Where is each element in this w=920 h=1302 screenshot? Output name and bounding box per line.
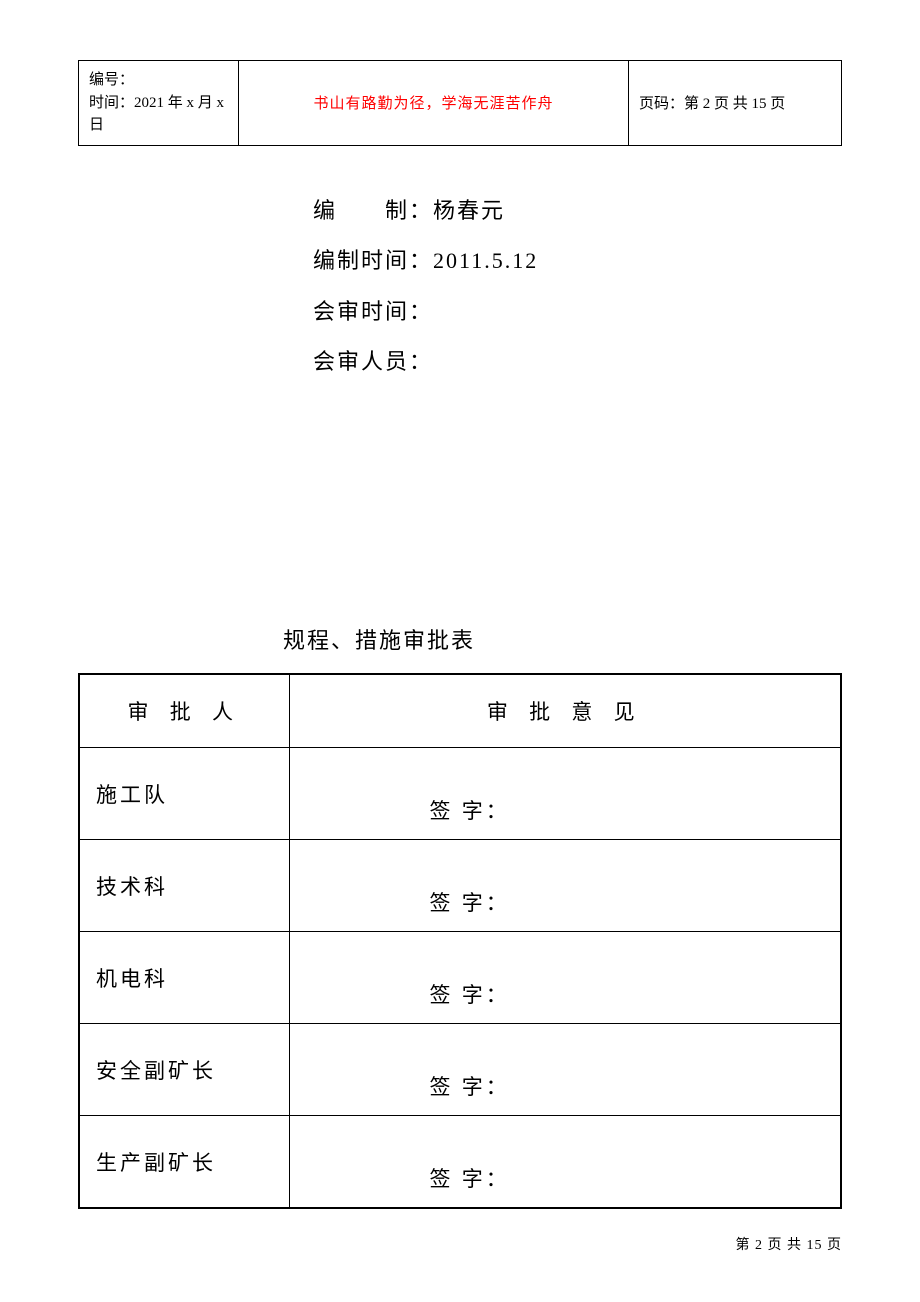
header-center-cell: 书山有路勤为径，学海无涯苦作舟 (239, 61, 629, 146)
table-row: 生产副矿长 签 字： (79, 1116, 841, 1208)
approver-cell: 安全副矿长 (79, 1024, 289, 1116)
approval-table-title: 规程、措施审批表 (223, 623, 842, 655)
header-serial-label: 编号： (89, 69, 228, 92)
header-right-cell: 页码：第 2 页 共 15 页 (629, 61, 842, 146)
column-header-approver: 审 批 人 (79, 674, 289, 748)
review-time-label: 会审时间： (313, 287, 433, 338)
opinion-cell: 签 字： (289, 840, 841, 932)
compiler-row: 编 制： 杨春元 (313, 186, 842, 237)
table-row: 安全副矿长 签 字： (79, 1024, 841, 1116)
reviewers-label: 会审人员： (313, 337, 433, 388)
compiler-value: 杨春元 (433, 186, 505, 237)
opinion-cell: 签 字： (289, 1116, 841, 1208)
compile-time-label: 编制时间： (313, 236, 433, 287)
header-page-code: 页码：第 2 页 共 15 页 (639, 96, 785, 112)
opinion-cell: 签 字： (289, 932, 841, 1024)
header-motto: 书山有路勤为径，学海无涯苦作舟 (313, 96, 553, 112)
reviewers-row: 会审人员： (313, 337, 842, 388)
signature-label: 签 字： (430, 799, 510, 823)
header-left-cell: 编号： 时间：2021 年 x 月 x 日 (79, 61, 239, 146)
table-row: 施工队 签 字： (79, 748, 841, 840)
opinion-cell: 签 字： (289, 748, 841, 840)
page-footer: 第 2 页 共 15 页 (736, 1234, 843, 1254)
page-container: 编号： 时间：2021 年 x 月 x 日 书山有路勤为径，学海无涯苦作舟 页码… (0, 0, 920, 1249)
header-time-label: 时间：2021 年 x 月 x 日 (89, 92, 228, 137)
compile-time-value: 2011.5.12 (433, 236, 538, 287)
approver-cell: 机电科 (79, 932, 289, 1024)
signature-label: 签 字： (430, 983, 510, 1007)
review-time-row: 会审时间： (313, 287, 842, 338)
opinion-cell: 签 字： (289, 1024, 841, 1116)
column-header-opinion: 审 批 意 见 (289, 674, 841, 748)
approver-cell: 技术科 (79, 840, 289, 932)
signature-label: 签 字： (430, 1075, 510, 1099)
compile-time-row: 编制时间： 2011.5.12 (313, 236, 842, 287)
signature-label: 签 字： (430, 1167, 510, 1191)
page-header-table: 编号： 时间：2021 年 x 月 x 日 书山有路勤为径，学海无涯苦作舟 页码… (78, 60, 842, 146)
approver-cell: 生产副矿长 (79, 1116, 289, 1208)
approver-cell: 施工队 (79, 748, 289, 840)
approval-table: 审 批 人 审 批 意 见 施工队 签 字： 技术科 签 字： 机电科 (78, 673, 842, 1209)
document-info-section: 编 制： 杨春元 编制时间： 2011.5.12 会审时间： 会审人员： (313, 186, 842, 388)
signature-label: 签 字： (430, 891, 510, 915)
table-row: 机电科 签 字： (79, 932, 841, 1024)
approval-table-header-row: 审 批 人 审 批 意 见 (79, 674, 841, 748)
table-row: 技术科 签 字： (79, 840, 841, 932)
compiler-label: 编 制： (313, 186, 433, 237)
